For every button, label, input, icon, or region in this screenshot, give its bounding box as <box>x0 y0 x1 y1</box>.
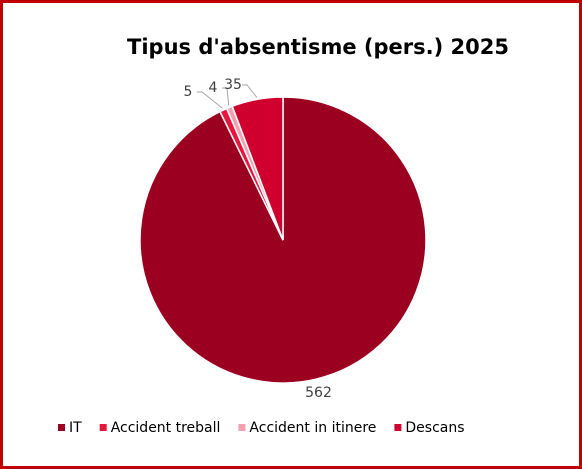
legend-swatch <box>58 424 65 431</box>
data-label: 562 <box>305 385 332 401</box>
chart-title: Tipus d'absentisme (pers.) 2025 <box>127 35 509 59</box>
legend-label: Descans <box>405 420 464 436</box>
leader-line <box>242 84 258 98</box>
legend-swatch <box>238 424 246 431</box>
data-label: 5 <box>184 84 193 100</box>
legend-label: Accident treball <box>111 420 221 436</box>
data-label: 35 <box>224 77 242 93</box>
legend-label: IT <box>69 420 82 436</box>
pie-slice <box>231 96 284 241</box>
legend-label: Accident in itinere <box>249 420 376 436</box>
legend-swatch <box>99 424 107 431</box>
data-label: 4 <box>209 80 218 96</box>
legend-swatch <box>394 424 402 431</box>
leader-line <box>197 91 223 109</box>
leader-line <box>222 87 230 106</box>
